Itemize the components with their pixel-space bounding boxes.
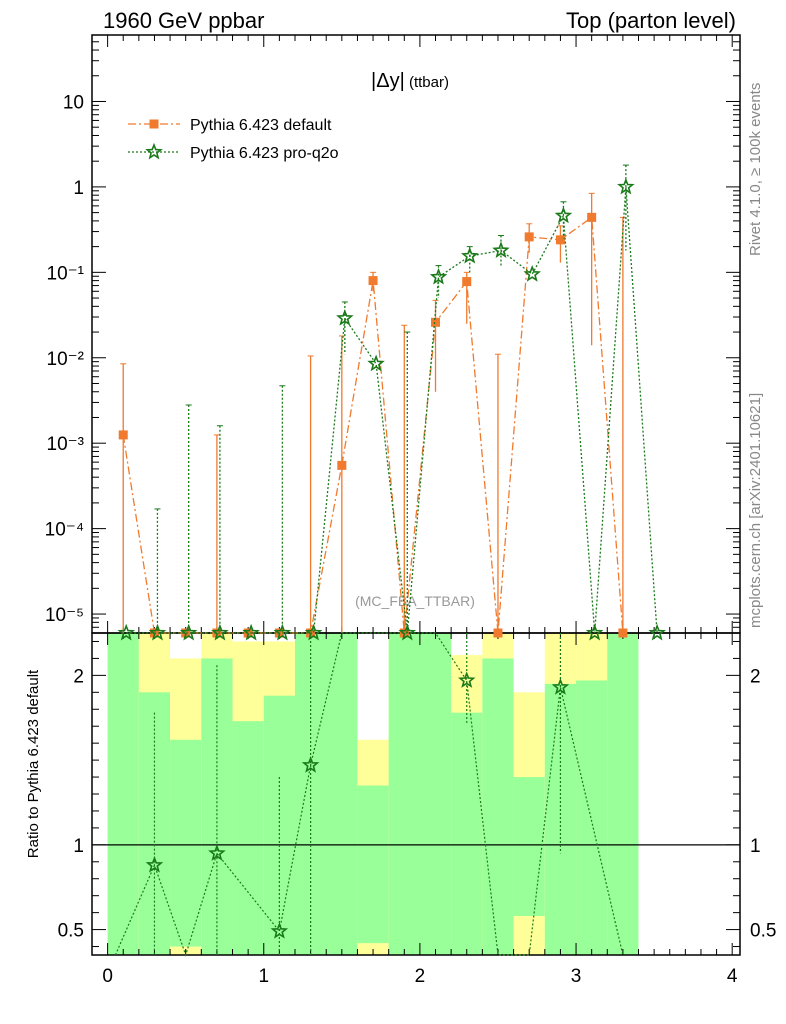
marker-default xyxy=(118,430,128,440)
y-tick-label: 10⁻² xyxy=(47,349,85,370)
marker-proq2o xyxy=(148,623,167,641)
ratio-y-tick-label-right: 0.5 xyxy=(750,921,776,942)
marker-proq2o xyxy=(523,265,541,282)
ratio-series-line xyxy=(114,632,624,957)
marker-proq2o xyxy=(492,241,510,259)
ratio-y-axis-label: Ratio to Pythia 6.423 default xyxy=(25,669,42,858)
ratio-band-green-10 xyxy=(482,658,514,955)
ratio-y-tick-label-right: 2 xyxy=(750,666,761,687)
ratio-marker xyxy=(208,844,226,861)
legend-marker-default xyxy=(149,119,159,129)
ratio-band-green-8 xyxy=(388,633,452,955)
ratio-band-green-9 xyxy=(451,712,483,955)
x-tick-label: 4 xyxy=(727,966,738,987)
ratio-band-green-14 xyxy=(607,633,639,955)
marker-proq2o xyxy=(304,623,323,641)
marker-default xyxy=(618,628,628,638)
analysis-watermark: (MC_FBA_TTBAR) xyxy=(355,593,475,609)
ratio-marker xyxy=(270,922,289,939)
marker-proq2o xyxy=(336,309,354,326)
ratio-marker xyxy=(145,855,164,873)
ratio-band-green-7 xyxy=(357,785,389,944)
marker-proq2o xyxy=(398,623,417,641)
y-tick-label: 10⁻⁴ xyxy=(45,520,84,541)
marker-proq2o xyxy=(585,623,604,641)
marker-proq2o xyxy=(179,623,198,641)
marker-default xyxy=(524,232,534,242)
series-line-1 xyxy=(126,186,658,634)
ratio-y-tick-label-left: 1 xyxy=(73,836,84,857)
legend-marker-proq2o xyxy=(145,142,163,160)
marker-proq2o xyxy=(273,623,292,641)
marker-default xyxy=(555,235,565,245)
legend-label-proq2o: Pythia 6.423 pro-q2o xyxy=(190,145,339,162)
ratio-band-green-11 xyxy=(513,777,545,917)
header-right: Top (parton level) xyxy=(566,8,736,33)
ratio-marker xyxy=(301,756,320,773)
x-tick-label: 0 xyxy=(102,966,113,987)
x-tick-label: 1 xyxy=(258,966,269,987)
y-tick-label: 10⁻¹ xyxy=(47,263,85,284)
y-tick-label: 10⁻⁵ xyxy=(45,605,84,626)
ratio-band-green-1 xyxy=(138,692,171,955)
x-tick-label: 3 xyxy=(571,966,582,987)
legend-label-default: Pythia 6.423 default xyxy=(190,117,332,134)
plot-title: |Δy| (ttbar) xyxy=(371,70,449,92)
marker-default xyxy=(462,277,472,287)
marker-proq2o xyxy=(117,623,136,641)
marker-proq2o xyxy=(554,206,573,224)
marker-proq2o xyxy=(367,354,385,372)
marker-default xyxy=(493,628,503,638)
marker-default xyxy=(587,212,597,222)
ratio-band-green-0 xyxy=(107,633,139,955)
marker-default xyxy=(431,317,441,327)
y-tick-label: 10⁻³ xyxy=(47,434,85,455)
ratio-y-tick-label-left: 2 xyxy=(73,666,84,687)
ratio-marker xyxy=(458,671,476,688)
marker-default xyxy=(337,460,347,470)
marker-proq2o xyxy=(617,177,635,195)
marker-proq2o xyxy=(648,623,666,641)
y-tick-label: 1 xyxy=(73,178,84,199)
x-tick-label: 2 xyxy=(415,966,426,987)
y-tick-label: 10 xyxy=(63,92,84,113)
ratio-band-green-13 xyxy=(576,680,608,955)
marker-default xyxy=(368,276,378,286)
ratio-band-green-4 xyxy=(232,721,264,955)
header-left: 1960 GeV ppbar xyxy=(103,8,265,33)
ratio-y-tick-label-right: 1 xyxy=(750,836,761,857)
ratio-marker xyxy=(551,677,570,695)
ratio-y-tick-label-left: 0.5 xyxy=(58,921,84,942)
ratio-band-green-6 xyxy=(294,633,358,955)
ratio-band-green-2 xyxy=(170,739,202,947)
marker-proq2o xyxy=(429,267,448,285)
marker-proq2o xyxy=(211,623,229,641)
marker-proq2o xyxy=(242,623,260,641)
ratio-band-green-12 xyxy=(544,683,577,955)
marker-proq2o xyxy=(461,246,479,264)
